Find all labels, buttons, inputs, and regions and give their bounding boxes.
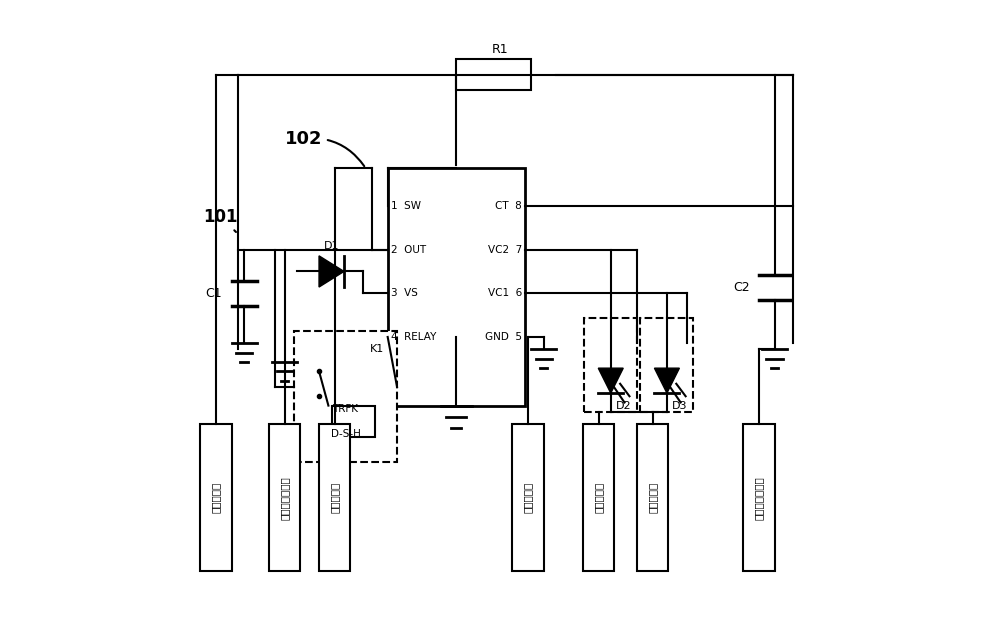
FancyBboxPatch shape [388,168,525,406]
FancyBboxPatch shape [583,424,614,571]
Text: 1  SW: 1 SW [391,201,421,211]
Polygon shape [654,368,679,393]
FancyBboxPatch shape [332,406,375,437]
Text: D2: D2 [616,401,631,411]
FancyBboxPatch shape [512,424,544,571]
Text: C2: C2 [733,281,750,293]
Polygon shape [319,256,344,287]
Text: C1: C1 [206,287,222,300]
FancyBboxPatch shape [637,424,668,571]
Text: D1: D1 [324,241,339,251]
Text: 后雾灯输出: 后雾灯输出 [330,482,340,514]
FancyBboxPatch shape [456,59,531,90]
Bar [584,318,637,412]
Text: 101: 101 [204,208,238,232]
Text: K1: K1 [370,344,385,354]
Text: TRFK: TRFK [333,404,359,414]
Polygon shape [598,368,623,393]
Text: 后雾灯开关: 后雾灯开关 [211,482,221,514]
FancyBboxPatch shape [743,424,775,571]
Text: 电源正极输入端: 电源正极输入端 [280,475,290,520]
Text: 近光灯信号: 近光灯信号 [648,482,658,514]
Text: 102: 102 [285,130,364,166]
FancyBboxPatch shape [269,424,300,571]
Text: 前雾灯信号: 前雾灯信号 [523,482,533,514]
Text: VC1  6: VC1 6 [488,288,522,298]
Text: VC2  7: VC2 7 [488,245,522,255]
Text: 远光灯信号: 远光灯信号 [594,482,604,514]
Bar [294,331,397,462]
Text: 4  RELAY: 4 RELAY [391,332,436,342]
Text: GND  5: GND 5 [485,332,522,342]
Bar [640,318,693,412]
FancyBboxPatch shape [200,424,232,571]
Text: R1: R1 [492,44,508,56]
Text: 2  OUT: 2 OUT [391,245,426,255]
Text: CT  8: CT 8 [495,201,522,211]
Text: D-S-H: D-S-H [331,429,360,439]
Text: 3  VS: 3 VS [391,288,418,298]
Text: 电源负极输入端: 电源负极输入端 [754,475,764,520]
FancyBboxPatch shape [319,424,350,571]
Text: D3: D3 [672,401,687,411]
